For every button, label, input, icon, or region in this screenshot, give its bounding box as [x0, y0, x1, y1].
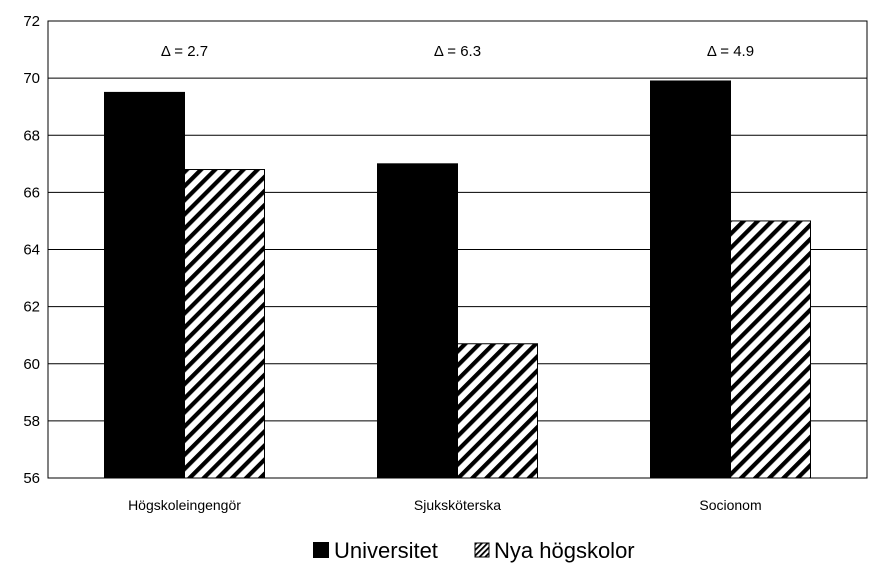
bar-nya-hogskolor — [457, 343, 538, 479]
x-category-label: Sjuksköterska — [414, 497, 501, 513]
y-tick-label: 62 — [23, 299, 40, 316]
y-tick-label: 72 — [23, 13, 40, 30]
y-tick-label: 60 — [23, 356, 40, 373]
delta-annotation: Δ = 4.9 — [707, 43, 754, 60]
bar-universitet — [650, 80, 731, 479]
delta-annotation: Δ = 2.7 — [161, 43, 208, 60]
y-tick-label: 58 — [23, 413, 40, 430]
bar-nya-hogskolor — [184, 169, 265, 479]
y-axis-ticks: 56 58 60 62 64 66 68 70 72 — [23, 13, 40, 487]
delta-annotation: Δ = 6.3 — [434, 43, 481, 60]
y-tick-label: 56 — [23, 470, 40, 487]
legend-label-universitet: Universitet — [334, 538, 438, 563]
bars — [104, 80, 811, 479]
y-tick-label: 68 — [23, 127, 40, 144]
x-axis-categories: Högskoleingengör Sjuksköterska Socionom — [128, 497, 762, 513]
bar-universitet — [104, 91, 185, 479]
y-tick-label: 66 — [23, 184, 40, 201]
y-tick-label: 70 — [23, 70, 40, 87]
bar-nya-hogskolor — [730, 220, 811, 479]
legend: Universitet Nya högskolor — [313, 538, 635, 563]
legend-swatch-nya-hogskolor — [474, 542, 490, 558]
delta-annotations: Δ = 2.7 Δ = 6.3 Δ = 4.9 — [161, 43, 754, 60]
legend-label-nya-hogskolor: Nya högskolor — [494, 538, 635, 563]
x-category-label: Högskoleingengör — [128, 497, 241, 513]
legend-swatch-universitet — [313, 542, 329, 558]
bar-universitet — [377, 163, 458, 479]
plot-area-frame — [47, 20, 868, 479]
y-tick-label: 64 — [23, 242, 40, 259]
x-category-label: Socionom — [699, 497, 761, 513]
